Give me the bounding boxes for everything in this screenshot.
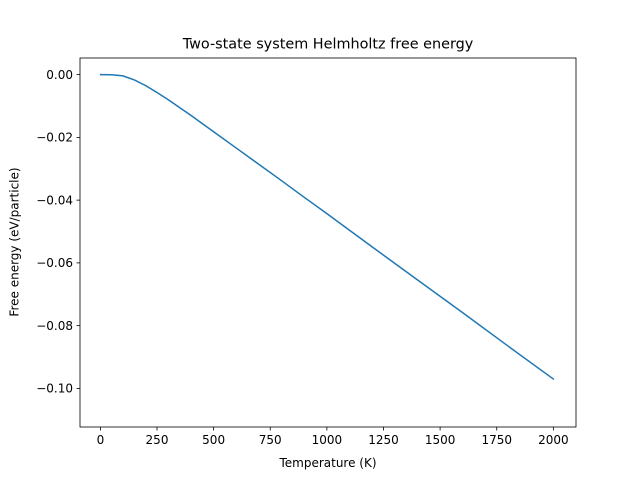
x-tick-label: 0 [97, 433, 105, 447]
x-tick-label: 250 [146, 433, 169, 447]
x-tick-label: 2000 [538, 433, 569, 447]
y-tick-label: −0.06 [36, 256, 73, 270]
y-tick-label: −0.10 [36, 382, 73, 396]
y-tick-label: −0.02 [36, 131, 73, 145]
x-tick-label: 500 [202, 433, 225, 447]
x-tick-label: 750 [259, 433, 282, 447]
y-tick-label: −0.08 [36, 319, 73, 333]
chart-title: Two-state system Helmholtz free energy [182, 37, 474, 53]
x-tick-label: 1750 [481, 433, 512, 447]
y-axis-label: Free energy (eV/particle) [8, 167, 22, 316]
y-tick-label: 0.00 [46, 68, 73, 82]
series-line [99, 73, 555, 381]
x-tick-label: 1250 [368, 433, 399, 447]
x-tick-label: 1500 [425, 433, 456, 447]
x-axis-label: Temperature (K) [278, 456, 376, 470]
x-tick-label: 1000 [312, 433, 343, 447]
plot-frame [79, 57, 577, 428]
y-tick-label: −0.04 [36, 193, 73, 207]
